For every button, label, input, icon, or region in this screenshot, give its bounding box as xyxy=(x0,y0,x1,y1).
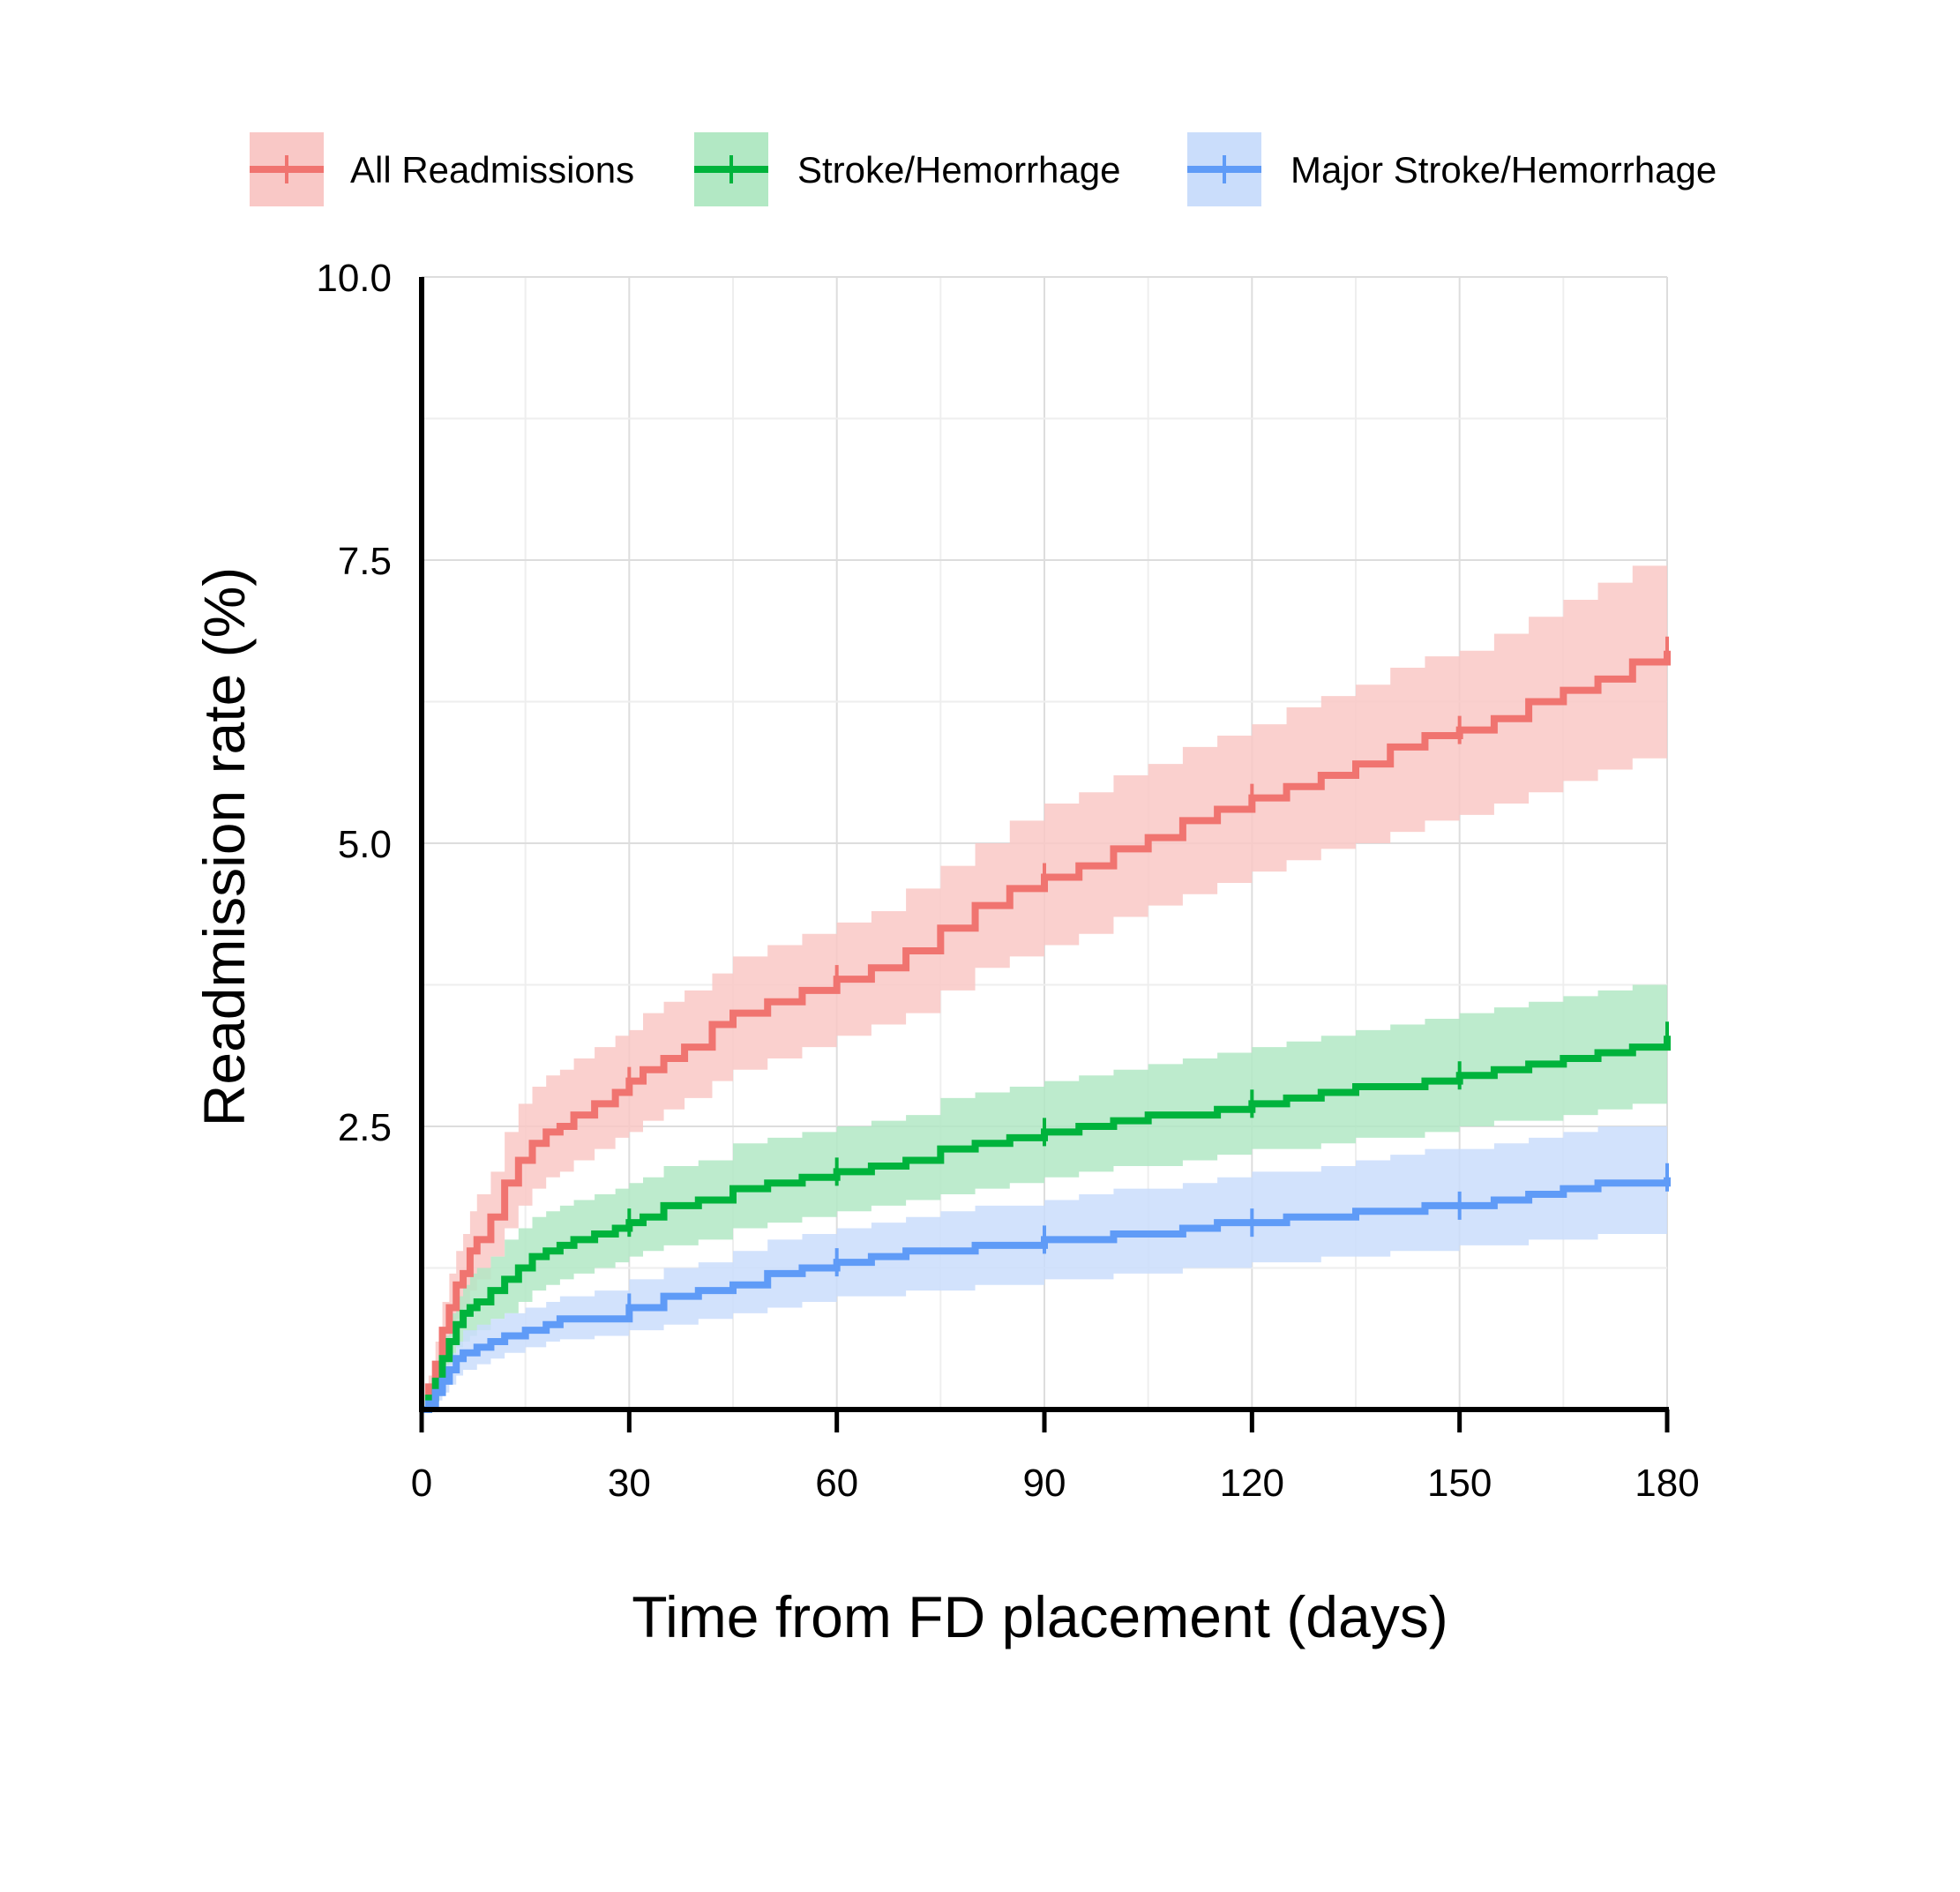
x-tick-label: 30 xyxy=(608,1462,651,1505)
series-line-stroke-hemorrhage xyxy=(422,1036,1671,1413)
tick-labels: 0 30 60 90 120 150 180 2.5 5.0 7.5 10.0 xyxy=(316,257,1699,1505)
censor-marks xyxy=(627,636,1669,1322)
axes xyxy=(419,277,1670,1432)
x-axis-title: Time from FD placement (days) xyxy=(632,1584,1448,1649)
y-tick-label: 5.0 xyxy=(338,823,392,866)
ci-band-stroke-hemorrhage xyxy=(422,973,1667,1410)
legend-label: All Readmissions xyxy=(350,149,634,191)
x-tick-label: 180 xyxy=(1635,1462,1699,1505)
legend-label: Major Stroke/Hemorrhage xyxy=(1290,149,1717,191)
y-axis-title: Readmission rate (%) xyxy=(191,567,257,1127)
legend-item-stroke-hemorrhage[interactable]: Stroke/Hemorrhage xyxy=(694,132,1121,206)
legend-item-major-stroke-hemorrhage[interactable]: Major Stroke/Hemorrhage xyxy=(1187,132,1717,206)
y-tick-label: 10.0 xyxy=(316,257,392,300)
y-tick-label: 2.5 xyxy=(338,1106,392,1149)
legend-item-all-readmissions[interactable]: All Readmissions xyxy=(250,132,634,206)
legend: All Readmissions Stroke/Hemorrhage Major… xyxy=(250,132,1717,206)
legend-label: Stroke/Hemorrhage xyxy=(797,149,1121,191)
x-tick-label: 60 xyxy=(815,1462,858,1505)
x-tick-label: 0 xyxy=(411,1462,432,1505)
ci-band-major-stroke-hemorrhage xyxy=(422,1120,1667,1410)
x-tick-label: 120 xyxy=(1220,1462,1284,1505)
series-line-all-readmissions xyxy=(422,650,1671,1413)
x-tick-label: 150 xyxy=(1427,1462,1492,1505)
y-tick-label: 7.5 xyxy=(338,540,392,583)
x-tick-label: 90 xyxy=(1023,1462,1066,1505)
